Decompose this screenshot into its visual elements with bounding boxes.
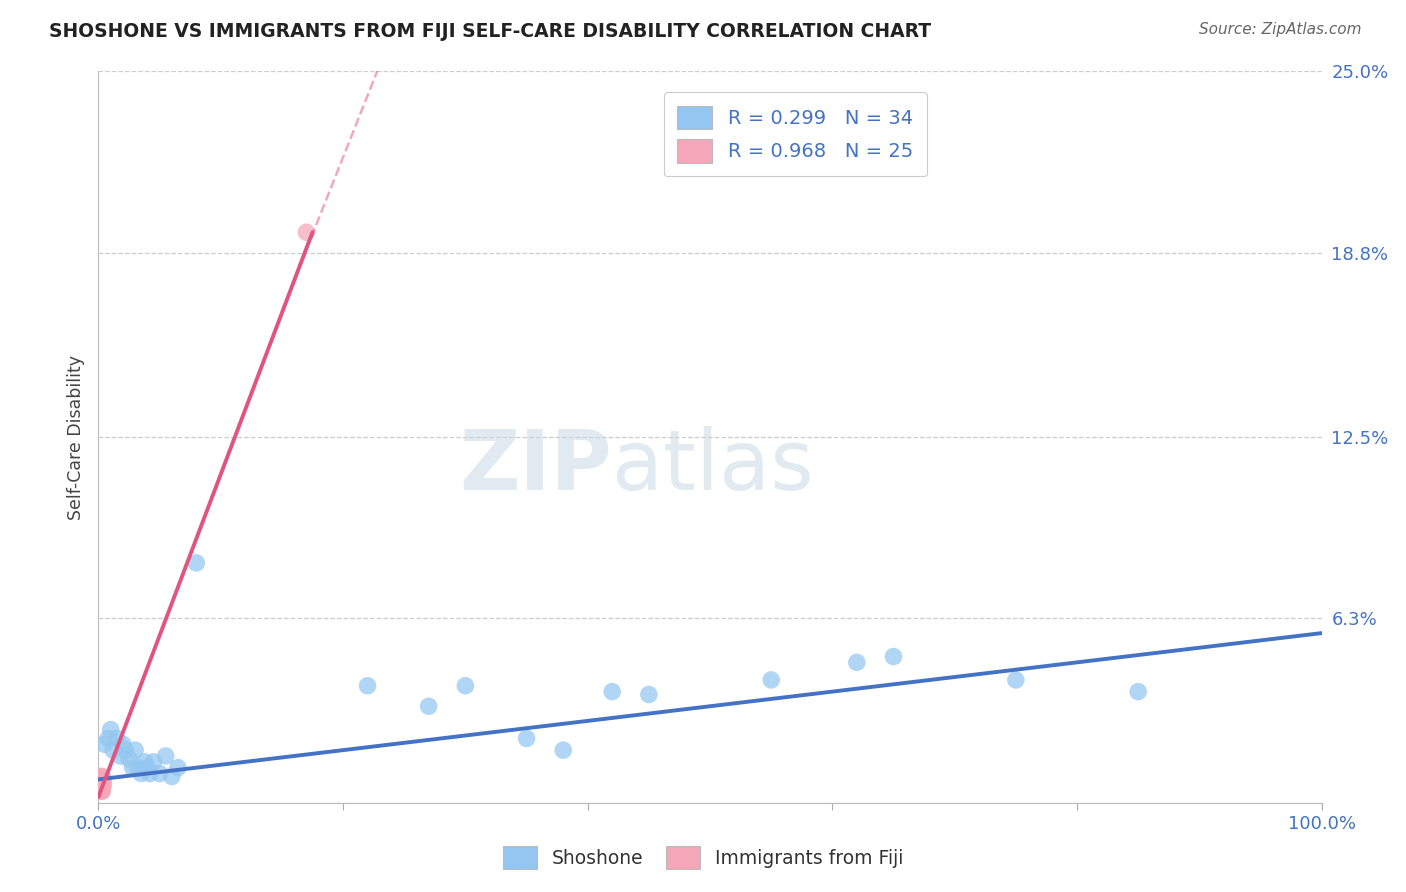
Point xyxy=(90,772,112,787)
Point xyxy=(90,781,112,796)
Text: atlas: atlas xyxy=(612,425,814,507)
Point xyxy=(91,781,114,796)
Point xyxy=(111,737,134,751)
Point xyxy=(89,781,111,796)
Point xyxy=(91,784,114,798)
Point xyxy=(89,778,111,792)
Point xyxy=(90,781,112,796)
Point xyxy=(515,731,537,746)
Point xyxy=(600,684,623,698)
Point xyxy=(186,556,208,570)
Point xyxy=(356,679,378,693)
Point xyxy=(761,673,783,687)
Point xyxy=(89,775,111,789)
Text: ZIP: ZIP xyxy=(460,425,612,507)
Point xyxy=(90,775,112,789)
Point xyxy=(91,775,114,789)
Y-axis label: Self-Care Disability: Self-Care Disability xyxy=(66,355,84,519)
Point xyxy=(91,778,114,792)
Text: SHOSHONE VS IMMIGRANTS FROM FIJI SELF-CARE DISABILITY CORRELATION CHART: SHOSHONE VS IMMIGRANTS FROM FIJI SELF-CA… xyxy=(49,22,931,41)
Point xyxy=(129,766,152,780)
Point xyxy=(295,225,318,239)
Point xyxy=(97,731,120,746)
Point xyxy=(89,781,111,796)
Point xyxy=(89,772,111,787)
Point xyxy=(91,769,114,783)
Legend: R = 0.299   N = 34, R = 0.968   N = 25: R = 0.299 N = 34, R = 0.968 N = 25 xyxy=(664,92,927,177)
Point xyxy=(142,755,165,769)
Point xyxy=(110,749,132,764)
Text: Source: ZipAtlas.com: Source: ZipAtlas.com xyxy=(1198,22,1361,37)
Point xyxy=(553,743,575,757)
Point xyxy=(1004,673,1026,687)
Point xyxy=(114,743,136,757)
Point xyxy=(93,737,115,751)
Point xyxy=(1128,684,1150,698)
Point xyxy=(155,749,177,764)
Point xyxy=(637,688,661,702)
Point xyxy=(167,761,190,775)
Point xyxy=(91,778,114,792)
Point xyxy=(121,761,143,775)
Point xyxy=(89,784,111,798)
Point xyxy=(136,761,159,775)
Point xyxy=(134,755,156,769)
Point xyxy=(883,649,905,664)
Point xyxy=(101,743,124,757)
Point xyxy=(90,769,112,783)
Point xyxy=(124,743,146,757)
Point xyxy=(149,766,172,780)
Point xyxy=(454,679,477,693)
Point xyxy=(418,699,440,714)
Point xyxy=(160,769,183,783)
Point xyxy=(91,775,114,789)
Point xyxy=(91,778,114,792)
Point xyxy=(90,778,112,792)
Point xyxy=(139,766,162,780)
Point xyxy=(91,772,114,787)
Point xyxy=(105,731,128,746)
Point xyxy=(845,656,868,670)
Point xyxy=(89,781,111,796)
Point xyxy=(91,784,114,798)
Point xyxy=(90,778,112,792)
Legend: Shoshone, Immigrants from Fiji: Shoshone, Immigrants from Fiji xyxy=(494,837,912,878)
Point xyxy=(100,723,122,737)
Point xyxy=(118,752,141,766)
Point xyxy=(127,761,149,775)
